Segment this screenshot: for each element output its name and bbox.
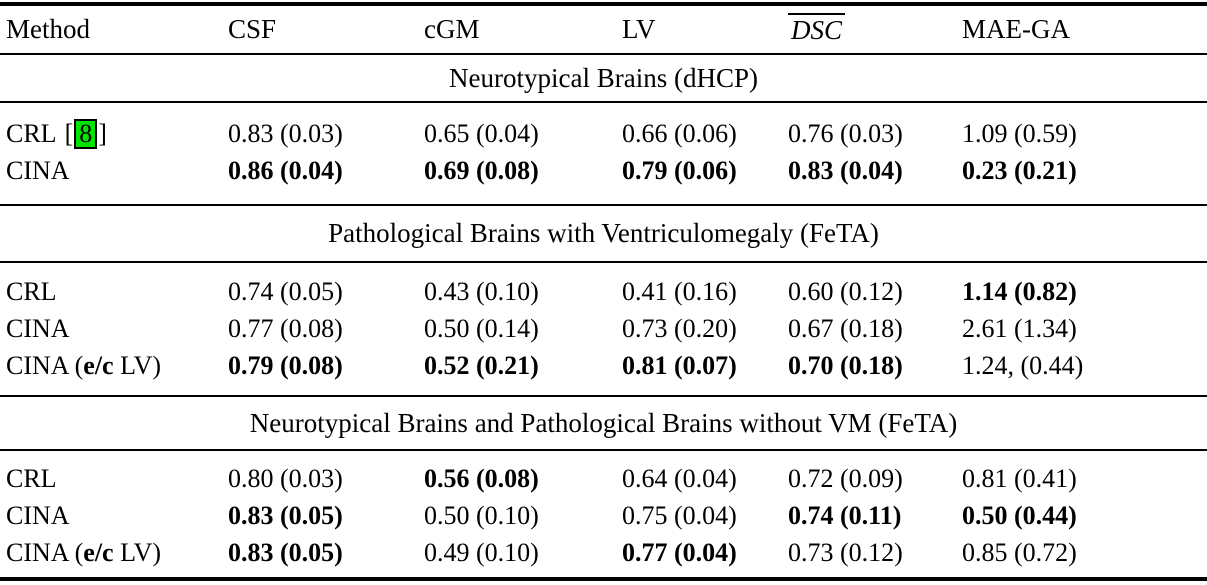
value-cgm: 0.56 (0.08): [424, 463, 539, 493]
value-mae-ga: 0.50 (0.44): [962, 500, 1077, 530]
value-cgm: 0.50 (0.14): [424, 313, 539, 343]
section-rule: [0, 395, 1207, 397]
value-csf: 0.79 (0.08): [228, 350, 343, 380]
value-csf: 0.86 (0.04): [228, 155, 343, 185]
citation-open-bracket: [: [64, 118, 74, 148]
top-rule: [0, 2, 1207, 6]
section-title-feta-novm: Neurotypical Brains and Pathological Bra…: [249, 407, 958, 438]
citation-close-bracket: ]: [98, 118, 107, 148]
section-title-feta-vm: Pathological Brains with Ventriculomegal…: [328, 218, 879, 248]
bottom-rule: [0, 577, 1207, 581]
method-label: CINA (e/c LV): [6, 537, 162, 567]
section-rows-feta-vm: CRL 0.74 (0.05) 0.43 (0.10) 0.41 (0.16) …: [0, 263, 1207, 395]
col-header-mae-ga: MAE-GA: [962, 14, 1070, 44]
value-cgm: 0.65 (0.04): [424, 118, 539, 148]
section-rule: [0, 204, 1207, 206]
value-lv: 0.77 (0.04): [622, 537, 737, 567]
value-lv: 0.66 (0.06): [622, 118, 737, 148]
table-row: CRL[8] 0.83 (0.03) 0.65 (0.04) 0.66 (0.0…: [0, 115, 1207, 152]
value-mae-ga: 0.81 (0.41): [962, 463, 1077, 493]
section-rows-feta-novm: CRL 0.80 (0.03) 0.56 (0.08) 0.64 (0.04) …: [0, 451, 1207, 577]
table-row: CINA 0.83 (0.05) 0.50 (0.10) 0.75 (0.04)…: [0, 497, 1207, 534]
table-row: CINA 0.77 (0.08) 0.50 (0.14) 0.73 (0.20)…: [0, 310, 1207, 347]
table-row: CINA (e/c LV) 0.83 (0.05) 0.49 (0.10) 0.…: [0, 534, 1207, 571]
section-rule: [0, 449, 1207, 451]
col-header-method: Method: [6, 14, 90, 44]
value-dsc: 0.83 (0.04): [788, 155, 903, 185]
value-csf: 0.83 (0.05): [228, 537, 343, 567]
col-header-lv: LV: [622, 14, 656, 44]
section-rule: [0, 101, 1207, 103]
method-label: CINA: [6, 313, 70, 343]
value-mae-ga: 2.61 (1.34): [962, 313, 1077, 343]
method-label: CINA (e/c LV): [6, 350, 162, 380]
value-mae-ga: 1.14 (0.82): [962, 276, 1077, 306]
value-cgm: 0.52 (0.21): [424, 350, 539, 380]
method-bold-part: e/c: [83, 537, 114, 567]
value-dsc: 0.74 (0.11): [788, 500, 902, 530]
value-mae-ga: 1.24, (0.44): [962, 350, 1084, 380]
section-title-dhcp: Neurotypical Brains (dHCP): [449, 62, 758, 93]
value-dsc: 0.67 (0.18): [788, 313, 903, 343]
value-dsc: 0.76 (0.03): [788, 118, 903, 148]
table-row: CRL 0.80 (0.03) 0.56 (0.08) 0.64 (0.04) …: [0, 460, 1207, 497]
section-rows-dhcp: CRL[8] 0.83 (0.03) 0.65 (0.04) 0.66 (0.0…: [0, 103, 1207, 204]
value-csf: 0.83 (0.05): [228, 500, 343, 530]
value-csf: 0.77 (0.08): [228, 313, 343, 343]
value-lv: 0.64 (0.04): [622, 463, 737, 493]
value-csf: 0.80 (0.03): [228, 463, 343, 493]
value-dsc: 0.73 (0.12): [788, 537, 903, 567]
value-cgm: 0.43 (0.10): [424, 276, 539, 306]
value-lv: 0.41 (0.16): [622, 276, 737, 306]
value-cgm: 0.50 (0.10): [424, 500, 539, 530]
citation-ref: [8]: [64, 118, 107, 149]
method-label: CRL: [6, 276, 57, 306]
value-mae-ga: 1.09 (0.59): [962, 118, 1077, 148]
value-csf: 0.74 (0.05): [228, 276, 343, 306]
value-dsc: 0.72 (0.09): [788, 463, 903, 493]
value-mae-ga: 0.85 (0.72): [962, 537, 1077, 567]
section-rule: [0, 261, 1207, 263]
value-cgm: 0.49 (0.10): [424, 537, 539, 567]
col-header-cgm: cGM: [424, 14, 480, 44]
dsc-overline-label: DSC: [788, 13, 846, 44]
value-dsc: 0.70 (0.18): [788, 350, 903, 380]
col-header-dsc: DSC: [788, 13, 962, 46]
value-lv: 0.79 (0.06): [622, 155, 737, 185]
value-lv: 0.81 (0.07): [622, 350, 737, 380]
value-lv: 0.73 (0.20): [622, 313, 737, 343]
table-row: CINA 0.86 (0.04) 0.69 (0.08) 0.79 (0.06)…: [0, 152, 1207, 189]
table-row: CRL 0.74 (0.05) 0.43 (0.10) 0.41 (0.16) …: [0, 273, 1207, 310]
table-row: CINA (e/c LV) 0.79 (0.08) 0.52 (0.21) 0.…: [0, 347, 1207, 384]
method-label: CRL: [6, 463, 57, 493]
citation-link[interactable]: 8: [74, 118, 98, 149]
method-label: CRL[8]: [6, 118, 107, 149]
value-mae-ga: 0.23 (0.21): [962, 155, 1077, 185]
method-bold-part: e/c: [83, 350, 114, 380]
value-lv: 0.75 (0.04): [622, 500, 737, 530]
value-csf: 0.83 (0.03): [228, 118, 343, 148]
table-header-row: Method CSF cGM LV DSC MAE-GA: [0, 6, 1207, 53]
col-header-csf: CSF: [228, 14, 277, 44]
method-label: CINA: [6, 500, 70, 530]
value-dsc: 0.60 (0.12): [788, 276, 903, 306]
method-label: CINA: [6, 155, 70, 185]
header-rule: [0, 53, 1207, 55]
value-cgm: 0.69 (0.08): [424, 155, 539, 185]
